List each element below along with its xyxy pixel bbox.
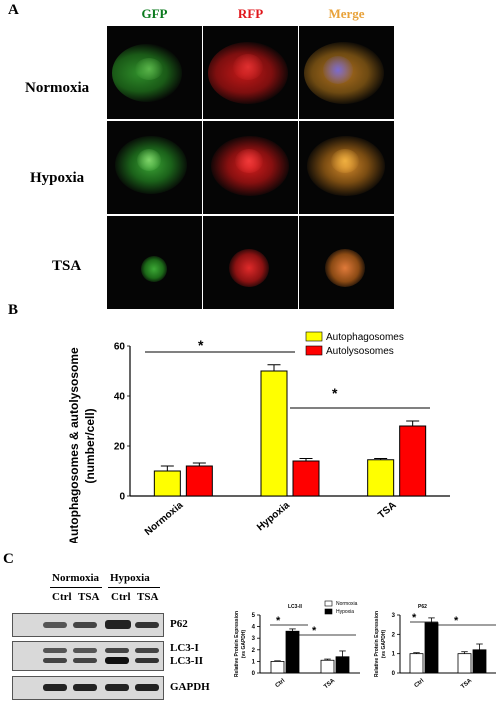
chart-lc3-ytick-label: 2 xyxy=(252,648,256,654)
chart-p62-bar xyxy=(472,649,487,674)
chart-p62-bar xyxy=(409,653,424,674)
lane-label-ctrl-1: Ctrl xyxy=(52,591,72,603)
blot-lc3 xyxy=(12,641,164,671)
p62-sig-star-1: * xyxy=(412,612,417,624)
chart-lc3-legend-swatch xyxy=(324,608,333,615)
panel-a-letter: A xyxy=(8,2,19,18)
chart-lc3-ytick-label: 0 xyxy=(252,671,256,677)
row-label-hypoxia: Hypoxia xyxy=(30,170,85,186)
chart-b-legend-label: Autophagosomes xyxy=(326,332,404,343)
chart-p62-ylabel: Relative Protein Expression xyxy=(374,611,380,677)
chart-p62-bar xyxy=(424,622,439,674)
micrograph-normoxia-rfp xyxy=(203,26,298,119)
chart-b-ytick-label: 0 xyxy=(119,491,125,502)
chart-lc3-bar xyxy=(335,656,350,674)
micrograph-tsa-merge xyxy=(299,216,394,309)
lane-label-tsa-1: TSA xyxy=(78,591,100,603)
blot-label-lc3-i: LC3-I xyxy=(170,642,199,654)
chart-b-ylabel-line2: (number/cell) xyxy=(83,408,97,483)
p62-sig-star-2: * xyxy=(454,615,459,627)
sig-star-1: * xyxy=(198,337,204,353)
chart-lc3: 0 1 2 3 4 5 Ctrl TSA Normoxia Hypoxia LC3-II Relati… xyxy=(234,600,360,691)
chart-lc3-legend-label: Hypoxia xyxy=(336,609,354,615)
column-header-gfp: GFP xyxy=(141,6,168,21)
micrograph-normoxia-merge xyxy=(299,26,394,119)
panel-c-letter: C xyxy=(3,551,14,567)
chart-b-legend-label: Autolysosomes xyxy=(326,346,394,357)
chart-p62-ytick-label: 2 xyxy=(392,632,396,638)
chart-b-bar xyxy=(292,460,320,497)
chart-lc3-ytick-label: 4 xyxy=(252,625,256,631)
chart-b-bar xyxy=(185,465,213,497)
chart-b-ytick-label: 20 xyxy=(114,441,126,452)
blot-gapdh xyxy=(12,676,164,700)
chart-p62-bar xyxy=(457,653,472,674)
column-header-rfp: RFP xyxy=(237,6,264,21)
chart-lc3-title: LC3-II xyxy=(288,604,303,610)
chart-p62-ytick-label: 3 xyxy=(392,613,396,619)
chart-p62: 0 1 2 3 Ctrl TSA P62 Relative Protein Expressio… xyxy=(374,604,496,691)
chart-lc3-bar xyxy=(320,659,335,674)
chart-b-bar xyxy=(399,425,427,497)
chart-lc3-legend-label: Normoxia xyxy=(336,601,358,607)
micrograph-hypoxia-merge xyxy=(299,121,394,214)
sig-star-2: * xyxy=(332,385,338,401)
lc3-sig-star-1: * xyxy=(276,615,281,627)
micrograph-tsa-gfp xyxy=(107,216,202,309)
chart-b-bar xyxy=(367,459,395,497)
chart-p62-category-label: TSA xyxy=(460,678,474,691)
chart-lc3-ylabel-unit: (vs GAPDH) xyxy=(241,629,247,658)
chart-b-ylabel-line1: Autophagosomes & autolysosome xyxy=(67,347,81,543)
micrograph-tsa-rfp xyxy=(203,216,298,309)
chart-b-ytick-label: 40 xyxy=(114,391,126,402)
chart-lc3-bar xyxy=(285,630,300,674)
group-underline-normoxia xyxy=(50,587,102,588)
lane-label-tsa-2: TSA xyxy=(137,591,159,603)
chart-lc3-legend-swatch xyxy=(324,600,333,607)
chart-p62-title: P62 xyxy=(418,604,427,610)
chart-p62-category-label: Ctrl xyxy=(414,678,426,689)
chart-lc3-category-label: TSA xyxy=(323,678,337,691)
chart-lc3-ytick-label: 3 xyxy=(252,636,256,642)
group-label-hypoxia: Hypoxia xyxy=(110,572,150,584)
chart-b-category-label: TSA xyxy=(376,500,398,521)
panel-b-letter: B xyxy=(8,302,19,318)
chart-p62-ytick-label: 0 xyxy=(392,671,396,677)
chart-lc3-bar xyxy=(270,661,285,674)
chart-lc3-category-label: Ctrl xyxy=(275,678,287,689)
row-label-normoxia: Normoxia xyxy=(25,80,90,96)
chart-b-category-label: Hypoxia xyxy=(255,500,292,534)
group-underline-hypoxia xyxy=(108,587,160,588)
blot-label-p62: P62 xyxy=(170,618,188,630)
chart-p62-ylabel-unit: (vs GAPDH) xyxy=(381,629,387,658)
row-label-tsa: TSA xyxy=(52,258,82,274)
micrograph-hypoxia-gfp xyxy=(107,121,202,214)
chart-b: Autophagosomes & autolysosome (number/ce… xyxy=(67,331,450,543)
chart-b-ytick-label: 60 xyxy=(114,341,126,352)
chart-lc3-ytick-label: 1 xyxy=(252,659,256,665)
blot-label-lc3-ii: LC3-II xyxy=(170,655,204,667)
chart-b-bar xyxy=(260,370,288,497)
chart-p62-ytick-label: 1 xyxy=(392,652,396,658)
lc3-sig-star-2: * xyxy=(312,625,317,637)
chart-lc3-ytick-label: 5 xyxy=(252,613,256,619)
chart-lc3-ylabel: Relative Protein Expression xyxy=(234,611,240,677)
group-label-normoxia: Normoxia xyxy=(52,572,100,584)
chart-b-bar xyxy=(153,470,181,497)
micrograph-normoxia-gfp xyxy=(107,26,202,119)
blot-label-gapdh: GAPDH xyxy=(170,681,210,693)
lane-label-ctrl-2: Ctrl xyxy=(111,591,131,603)
micrograph-hypoxia-rfp xyxy=(203,121,298,214)
blot-p62 xyxy=(12,613,164,637)
chart-b-legend-swatch xyxy=(305,331,323,342)
column-header-merge: Merge xyxy=(328,6,365,21)
chart-b-legend-swatch xyxy=(305,345,323,356)
chart-b-category-label: Normoxia xyxy=(143,500,186,538)
